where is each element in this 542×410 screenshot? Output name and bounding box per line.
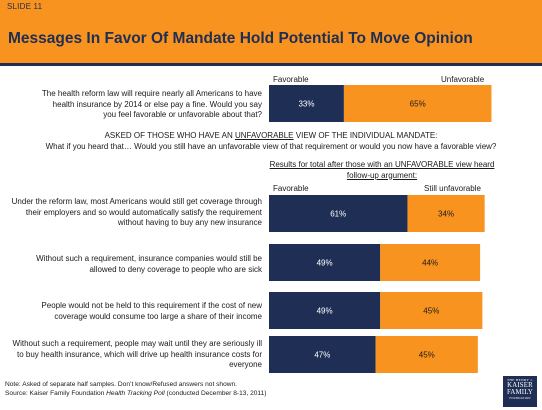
logo-line2a: KAISER xyxy=(507,382,533,389)
label-favorable-1: 33% xyxy=(298,100,314,109)
source-note: Source: Kaiser Family Foundation Health … xyxy=(5,389,266,398)
results-heading: Results for total after those with an UN… xyxy=(269,160,495,180)
lower-header-still-unfavorable: Still unfavorable xyxy=(424,184,481,193)
top-header-favorable: Favorable xyxy=(273,75,309,84)
slide-number: SLIDE 11 xyxy=(7,2,43,11)
label-favorable-2: 61% xyxy=(330,210,346,219)
message-1: Under the reform law, most Americans wou… xyxy=(11,197,262,227)
bar-favorable-5 xyxy=(269,336,376,373)
logo-line3: FOUNDATION xyxy=(509,396,531,400)
middle-text-pre: ASKED OF THOSE WHO HAVE AN xyxy=(104,131,235,140)
label-unfavorable-2: 34% xyxy=(438,210,454,219)
footnote: Note: Asked of separate half samples. Do… xyxy=(5,381,238,388)
bar-favorable-1 xyxy=(269,85,344,122)
middle-text-underlined: UNFAVORABLE xyxy=(234,131,294,140)
label-unfavorable-4: 45% xyxy=(423,307,439,316)
kaiser-logo: THE HENRY J. KAISER FAMILY FOUNDATION xyxy=(503,376,537,407)
logo-line1: THE HENRY J. xyxy=(506,378,534,382)
bar-unfavorable-4 xyxy=(380,292,483,329)
source-italic: Health Tracking Poll xyxy=(106,390,165,397)
label-favorable-5: 47% xyxy=(314,351,330,360)
middle-text-line2: What if you heard that… Would you still … xyxy=(45,142,497,151)
lower-header-favorable: Favorable xyxy=(273,184,309,193)
bar-unfavorable-2 xyxy=(407,195,485,232)
message-3: People would not be held to this require… xyxy=(41,301,262,321)
source-pre: Source: Kaiser Family Foundation xyxy=(5,390,107,397)
bar-favorable-4 xyxy=(269,292,381,329)
bar-favorable-3 xyxy=(269,244,381,281)
bar-unfavorable-1 xyxy=(343,85,492,122)
label-favorable-3: 49% xyxy=(317,259,333,268)
label-favorable-4: 49% xyxy=(317,307,333,316)
message-4: Without such a requirement, people may w… xyxy=(12,339,262,369)
bar-favorable-2 xyxy=(269,195,408,232)
slide-title: Messages In Favor Of Mandate Hold Potent… xyxy=(8,30,473,47)
label-unfavorable-3: 44% xyxy=(422,259,438,268)
label-unfavorable-5: 45% xyxy=(419,351,435,360)
top-question: The health reform law will require nearl… xyxy=(41,89,262,119)
slide-number-bar: SLIDE 11 xyxy=(0,0,542,15)
middle-text-post: VIEW OF THE INDIVIDUAL MANDATE: xyxy=(293,131,438,140)
label-unfavorable-1: 65% xyxy=(410,100,426,109)
bar-unfavorable-5 xyxy=(375,336,478,373)
message-2: Without such a requirement, insurance co… xyxy=(36,254,262,274)
bar-unfavorable-3 xyxy=(380,244,481,281)
source-post: (conducted December 8-13, 2011) xyxy=(164,390,267,397)
title-bar: Messages In Favor Of Mandate Hold Potent… xyxy=(0,15,542,66)
top-header-unfavorable: Unfavorable xyxy=(441,75,485,84)
middle-text-line1: ASKED OF THOSE WHO HAVE AN UNFAVORABLE V… xyxy=(0,131,542,142)
logo-line2b: FAMILY xyxy=(506,389,534,396)
